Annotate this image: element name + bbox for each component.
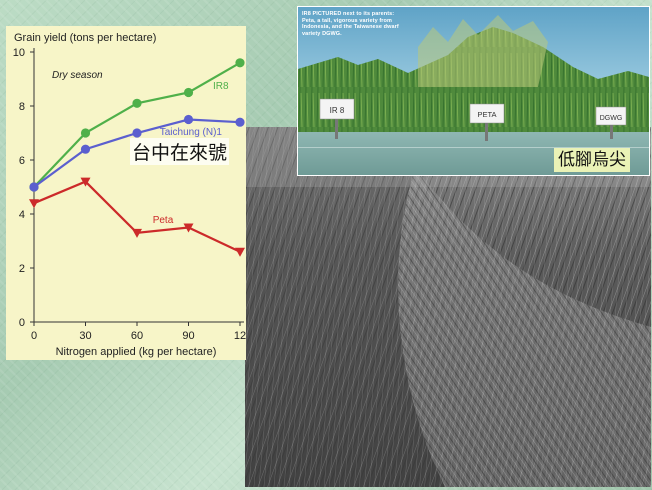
x-tick-label: 0 xyxy=(31,330,37,342)
caption-line: variety DGWG. xyxy=(302,30,342,37)
series-label: Peta xyxy=(153,215,174,226)
data-point xyxy=(183,87,194,98)
data-point xyxy=(29,199,39,209)
series-line xyxy=(33,61,241,188)
data-point xyxy=(235,58,245,68)
data-point xyxy=(80,144,91,154)
y-tick-label: 2 xyxy=(19,263,25,275)
data-point xyxy=(80,128,91,138)
sign-dgwg: DGWG xyxy=(595,106,627,139)
caption-line: Peta, a tall, vigorous variety from xyxy=(302,17,393,24)
chart-title: Grain yield (tons per hectare) xyxy=(14,32,156,44)
varieties-image: IR 8 PETA DGWG xyxy=(298,7,649,175)
caption-line: IR8 PICTURED next to its parents: xyxy=(302,11,395,17)
dgwg-chinese-label: 低腳烏尖 xyxy=(554,148,630,172)
photo-caption: IR8 PICTURED next to its parents: Peta, … xyxy=(302,11,474,37)
y-tick-label: 4 xyxy=(19,209,25,221)
series-label: IR8 xyxy=(213,81,229,92)
data-point xyxy=(29,182,39,192)
x-axis-label: Nitrogen applied (kg per hectare) xyxy=(56,346,217,358)
varieties-photo: IR 8 PETA DGWG IR8 PICTURED next to its … xyxy=(297,6,650,176)
sign-text: IR 8 xyxy=(330,106,345,115)
data-point xyxy=(235,247,245,257)
chart-annotation: Dry season xyxy=(52,70,103,81)
data-point xyxy=(80,177,91,187)
data-point xyxy=(132,128,142,138)
data-point xyxy=(183,114,194,125)
x-tick-label: 90 xyxy=(182,330,194,342)
y-tick-label: 8 xyxy=(19,101,25,113)
rice-field-photo xyxy=(245,127,651,487)
yield-chart: 0 2 4 6 8 10 0 30 60 90 12 Grain yield (tons per he… xyxy=(13,32,246,358)
x-tick-label: 60 xyxy=(131,330,143,342)
data-point xyxy=(132,98,142,108)
caption-line: Indonesia, and the Taiwanese dwarf xyxy=(302,24,399,30)
data-point xyxy=(183,223,194,233)
sign-peta: PETA xyxy=(469,103,505,141)
series-line xyxy=(33,180,241,253)
x-tick-label: 12 xyxy=(234,330,246,342)
taichung-chinese-label: 台中在來號 xyxy=(130,138,230,165)
y-tick-label: 0 xyxy=(19,317,25,329)
x-tick-label: 30 xyxy=(79,330,91,342)
sign-text: DGWG xyxy=(600,115,623,122)
sign-text: PETA xyxy=(477,110,496,119)
yield-chart-panel: 0 2 4 6 8 10 0 30 60 90 12 Grain yield (tons per he… xyxy=(6,26,246,360)
series-label: Taichung (N)1 xyxy=(160,127,223,138)
rice-field-image xyxy=(245,127,651,487)
data-point xyxy=(132,228,142,238)
data-point xyxy=(235,117,245,127)
sign-ir8: IR 8 xyxy=(319,98,355,139)
y-tick-label: 10 xyxy=(13,47,25,59)
y-tick-label: 6 xyxy=(19,155,25,167)
